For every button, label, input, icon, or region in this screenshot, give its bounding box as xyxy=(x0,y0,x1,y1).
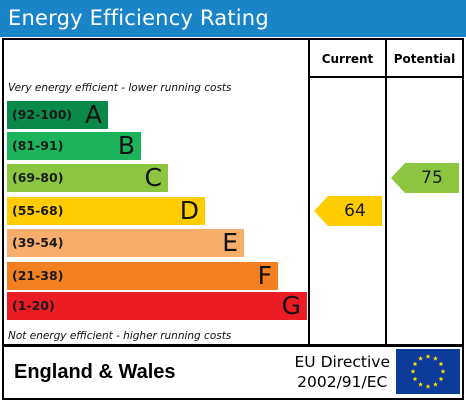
note-top: Very energy efficient - lower running co… xyxy=(8,82,232,94)
band-f: (21-38) F xyxy=(7,261,278,290)
header-divider xyxy=(308,76,462,78)
eu-directive-line1: EU Directive xyxy=(294,353,391,371)
page-title: Energy Efficiency Rating xyxy=(8,6,269,30)
band-e: (39-54) E xyxy=(7,228,244,257)
eu-directive-line2: 2002/91/EC xyxy=(297,373,388,391)
band-letter: E xyxy=(222,228,238,257)
band-range: (55-68) xyxy=(12,203,64,218)
column-divider xyxy=(308,40,310,344)
note-bottom: Not energy efficient - higher running co… xyxy=(8,330,232,342)
footer-country: England & Wales xyxy=(14,361,176,383)
band-range: (92-100) xyxy=(12,107,73,122)
title-bar: Energy Efficiency Rating xyxy=(0,0,466,37)
band-letter: G xyxy=(281,291,301,320)
band-range: (21-38) xyxy=(12,268,64,283)
band-range: (69-80) xyxy=(12,170,64,185)
band-letter: D xyxy=(179,196,199,225)
band-a: (92-100) A xyxy=(7,100,108,129)
current-column-header: Current xyxy=(321,52,374,66)
band-letter: B xyxy=(117,131,135,160)
band-letter: F xyxy=(257,261,272,290)
current-rating-value: 64 xyxy=(344,201,366,221)
band-range: (39-54) xyxy=(12,235,64,250)
rating-chart: Current Potential Very energy efficient … xyxy=(2,38,464,346)
footer: England & Wales EU Directive 2002/91/EC xyxy=(2,345,464,400)
band-range: (81-91) xyxy=(12,138,64,153)
eu-flag-icon xyxy=(396,349,460,394)
potential-rating-arrow: 75 xyxy=(391,163,459,193)
current-rating-arrow: 64 xyxy=(314,196,382,226)
band-c: (69-80) C xyxy=(7,163,168,192)
band-letter: A xyxy=(84,100,102,129)
band-g: (1-20) G xyxy=(7,291,307,320)
band-range: (1-20) xyxy=(12,298,55,313)
band-b: (81-91) B xyxy=(7,131,141,160)
potential-rating-value: 75 xyxy=(421,168,443,188)
potential-column-header: Potential xyxy=(393,52,456,66)
band-d: (55-68) D xyxy=(7,196,205,225)
band-letter: C xyxy=(144,163,162,192)
eu-directive: EU Directive 2002/91/EC xyxy=(295,352,391,392)
column-divider xyxy=(385,40,387,344)
